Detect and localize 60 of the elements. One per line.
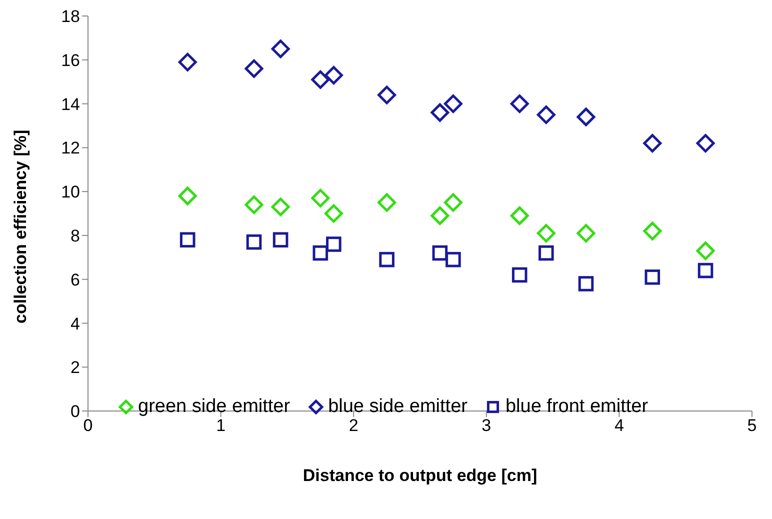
point	[444, 94, 462, 114]
x-tick-label: 0	[83, 416, 93, 436]
y-tick-label: 18	[61, 7, 80, 26]
y-tick-label: 16	[61, 50, 80, 70]
point	[430, 103, 450, 122]
point	[244, 59, 264, 78]
point	[698, 262, 714, 278]
point	[246, 234, 262, 250]
point	[696, 242, 715, 260]
point	[538, 245, 554, 261]
x-tick-label: 2	[348, 416, 358, 436]
point	[326, 236, 342, 252]
point	[324, 204, 343, 223]
x-tick-label: 1	[216, 416, 226, 436]
point	[696, 134, 715, 153]
legend-label: blue front emitter	[504, 396, 648, 418]
y-tick-label: 8	[70, 226, 80, 246]
point	[510, 94, 529, 114]
x-tick-label: 3	[482, 416, 492, 436]
legend-label: blue side emitter	[327, 396, 468, 418]
point	[644, 269, 660, 285]
point	[578, 276, 594, 292]
point	[378, 193, 396, 212]
point	[178, 186, 197, 206]
point	[378, 86, 396, 104]
x-tick-label: 5	[747, 416, 757, 436]
point	[444, 193, 462, 212]
point	[324, 66, 343, 84]
point	[536, 106, 556, 124]
point	[430, 206, 450, 225]
point	[576, 224, 596, 242]
x-axis-title: Distance to output edge [cm]	[302, 466, 538, 485]
point	[379, 252, 394, 268]
point	[272, 232, 288, 248]
point	[271, 198, 290, 216]
point	[446, 252, 461, 268]
point	[643, 222, 662, 240]
point	[178, 52, 197, 72]
point	[512, 267, 528, 283]
point	[432, 245, 448, 261]
point	[312, 245, 328, 261]
point	[271, 40, 290, 58]
y-tick-label: 12	[61, 138, 80, 158]
point	[311, 70, 330, 89]
point	[643, 134, 662, 153]
point	[536, 224, 556, 242]
point	[311, 188, 330, 208]
y-tick-label: 4	[70, 314, 80, 334]
y-axis-title: collection efficiency [%]	[11, 130, 30, 324]
y-tick-label: 0	[70, 402, 80, 422]
point	[244, 195, 264, 214]
y-tick-label: 6	[70, 270, 80, 290]
point	[576, 108, 596, 126]
y-tick-label: 2	[70, 358, 80, 378]
y-tick-label: 10	[61, 182, 80, 202]
x-tick-label: 4	[614, 416, 624, 436]
legend-label: green side emitter	[137, 396, 290, 418]
point	[180, 232, 196, 248]
y-tick-label: 14	[61, 94, 80, 114]
point	[510, 206, 529, 225]
